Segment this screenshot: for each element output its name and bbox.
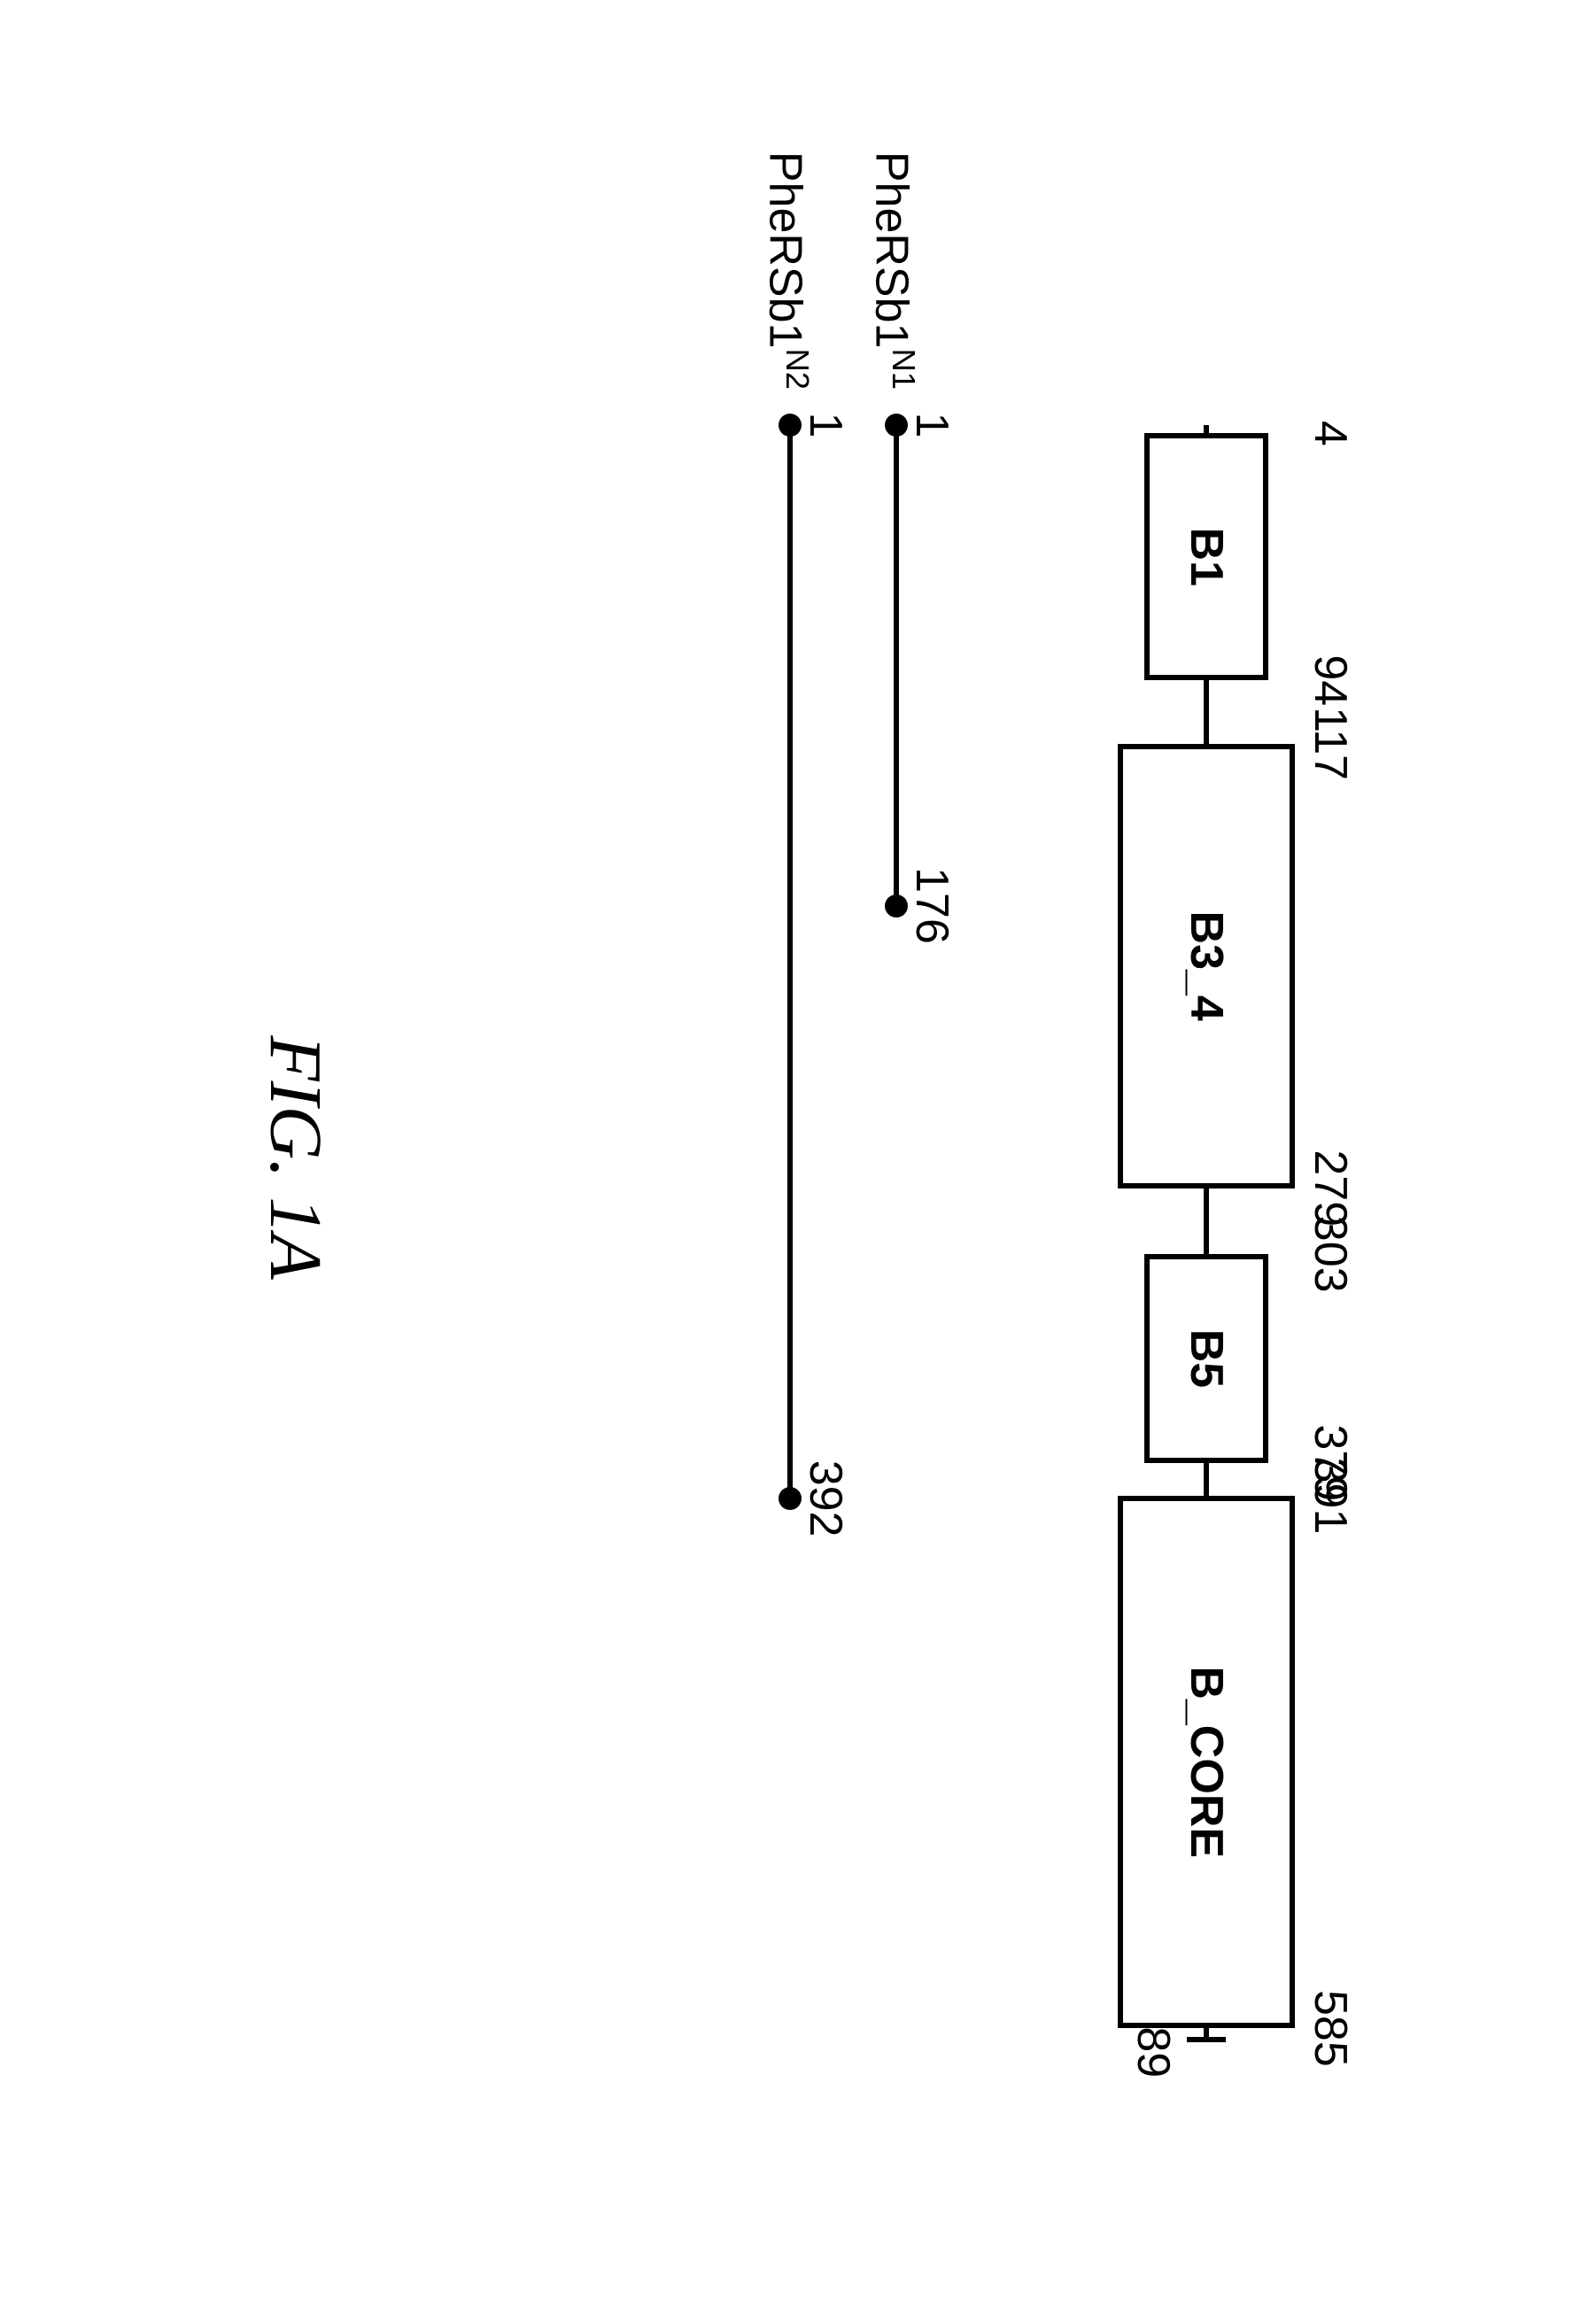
fragment-name-base: PheRSb1 (759, 151, 810, 349)
figure-stage: 589B1B3_4B5B_CORE49411727930337939158511… (0, 0, 1596, 2315)
domain-box-B1: B1 (1144, 433, 1268, 680)
fragment-line-PheRSb1_N1 (894, 425, 899, 906)
fragment-name-PheRSb1_N2: PheRSb1N2 (758, 106, 815, 390)
fragment-line-PheRSb1_N2 (787, 425, 793, 1498)
position-label: 585 (1304, 1990, 1357, 2067)
domain-box-B3_4: B3_4 (1118, 744, 1295, 1188)
fragment-start-label-PheRSb1_N1: 1 (905, 413, 958, 438)
figure-caption: FIG. 1A (252, 1035, 338, 1279)
domain-label-B1: B1 (1180, 528, 1233, 586)
domain-box-B_CORE: B_CORE (1118, 1496, 1295, 2028)
fragment-name-sup: N1 (886, 348, 922, 390)
fragment-name-PheRSb1_N1: PheRSb1N1 (864, 106, 921, 390)
domain-label-B_CORE: B_CORE (1180, 1666, 1233, 1858)
domain-label-B3_4: B3_4 (1180, 911, 1233, 1021)
fragment-end-label-PheRSb1_N1: 176 (905, 867, 958, 944)
position-label: 4 (1304, 421, 1357, 446)
position-label: 303 (1304, 1216, 1357, 1293)
fragment-start-label-PheRSb1_N2: 1 (799, 413, 852, 438)
figure-canvas: 589B1B3_4B5B_CORE49411727930337939158511… (0, 0, 1596, 2315)
domain-box-B5: B5 (1144, 1254, 1268, 1463)
fragment-name-sup: N2 (779, 348, 816, 390)
position-label: 117 (1304, 707, 1357, 780)
position-label: 391 (1304, 1458, 1357, 1535)
sequence-end-tick (1187, 2037, 1226, 2042)
fragment-name-base: PheRSb1 (865, 151, 917, 349)
position-label: 94 (1304, 654, 1357, 706)
domain-label-B5: B5 (1180, 1329, 1233, 1388)
fragment-end-label-PheRSb1_N2: 392 (799, 1460, 852, 1537)
